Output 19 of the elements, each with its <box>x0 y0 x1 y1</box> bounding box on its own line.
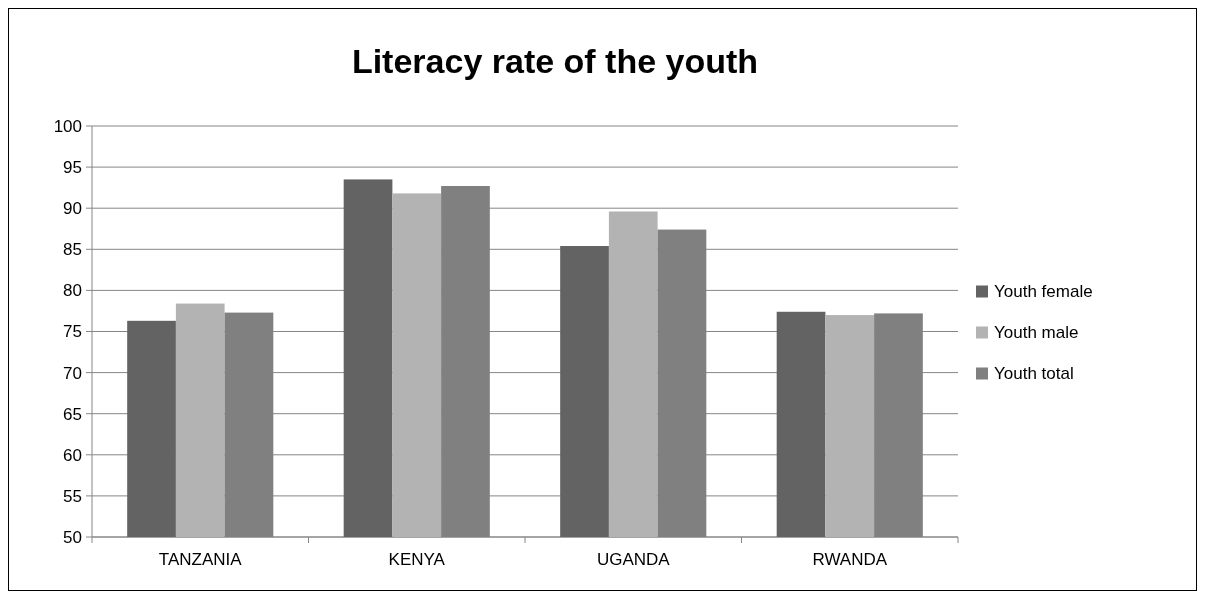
y-tick-label: 85 <box>63 240 82 260</box>
x-tick-label: TANZANIA <box>158 550 243 569</box>
y-tick-label: 80 <box>63 281 82 301</box>
y-tick-label: 75 <box>63 322 82 342</box>
legend-label: Youth female <box>994 282 1093 302</box>
y-tick-label: 70 <box>63 363 82 383</box>
y-tick-label: 50 <box>63 527 82 547</box>
y-tick-label: 65 <box>63 404 82 424</box>
y-tick-label: 90 <box>63 199 82 219</box>
y-tick-label: 100 <box>53 116 82 136</box>
legend-label: Youth male <box>994 323 1079 343</box>
x-tick-label: RWANDA <box>812 550 888 569</box>
y-tick-label: 55 <box>63 486 82 506</box>
chart-title: Literacy rate of the youth <box>351 42 759 80</box>
x-tick-label: KENYA <box>388 550 446 569</box>
legend-label: Youth total <box>994 364 1074 384</box>
y-tick-label: 95 <box>63 158 82 178</box>
x-tick-label: UGANDA <box>596 550 671 569</box>
y-tick-label: 60 <box>63 445 82 465</box>
